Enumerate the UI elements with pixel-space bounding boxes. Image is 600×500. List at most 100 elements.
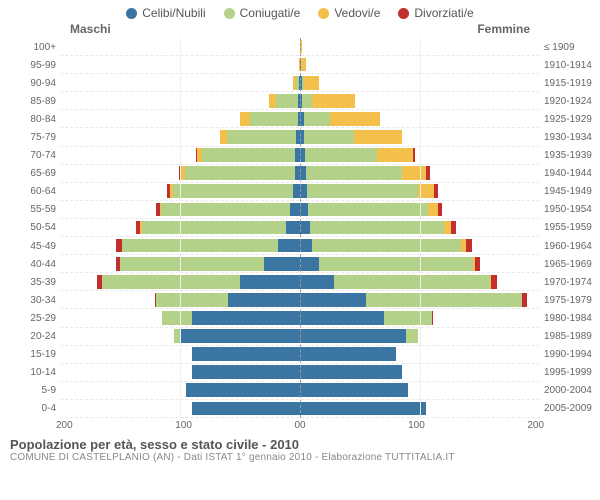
bar-male (60, 400, 300, 417)
bar-row (60, 309, 540, 327)
birth-label: 2000-2004 (544, 382, 596, 400)
bar-female (300, 110, 540, 127)
seg-ved (220, 130, 227, 144)
age-label: 95-99 (4, 56, 56, 74)
bar-female (300, 128, 540, 145)
seg-con (102, 275, 240, 289)
bar-row (60, 183, 540, 201)
seg-con (142, 221, 286, 235)
age-label: 45-49 (4, 237, 56, 255)
seg-cel (228, 293, 300, 307)
seg-con (302, 94, 312, 108)
bar-row (60, 255, 540, 273)
seg-con (384, 311, 432, 325)
footer: Popolazione per età, sesso e stato civil… (0, 431, 600, 463)
bar-male (60, 382, 300, 399)
seg-ved (444, 221, 451, 235)
seg-ved (418, 184, 435, 198)
birth-label: 1925-1929 (544, 110, 596, 128)
seg-div (522, 293, 527, 307)
birth-label: 1940-1944 (544, 165, 596, 183)
seg-con (304, 112, 330, 126)
age-label: 40-44 (4, 255, 56, 273)
bar-female (300, 201, 540, 218)
birth-label: 1995-1999 (544, 364, 596, 382)
seg-cel (300, 275, 334, 289)
bar-male (60, 273, 300, 290)
seg-ved (428, 203, 438, 217)
birth-label: 1930-1934 (544, 128, 596, 146)
x-ticks-left: 2001000 (56, 420, 300, 431)
legend-item: Celibi/Nubili (126, 6, 205, 20)
seg-con (304, 130, 354, 144)
seg-cel (300, 203, 308, 217)
seg-con (156, 293, 228, 307)
bar-female (300, 219, 540, 236)
seg-cel (286, 221, 300, 235)
bar-female (300, 273, 540, 290)
bar-row (60, 128, 540, 146)
birth-label: 1910-1914 (544, 56, 596, 74)
y-axis-right: ≤ 19091910-19141915-19191920-19241925-19… (540, 38, 596, 418)
bar-female (300, 291, 540, 308)
seg-con (250, 112, 298, 126)
legend-swatch (126, 8, 137, 19)
legend-item: Vedovi/e (318, 6, 380, 20)
bar-row (60, 38, 540, 56)
legend-item: Coniugati/e (224, 6, 301, 20)
bar-row (60, 328, 540, 346)
seg-con (173, 184, 293, 198)
bar-male (60, 201, 300, 218)
seg-cel (300, 365, 402, 379)
seg-con (276, 94, 298, 108)
bar-female (300, 92, 540, 109)
seg-cel (186, 383, 300, 397)
legend-swatch (318, 8, 329, 19)
seg-con (312, 239, 461, 253)
seg-ved (300, 40, 302, 54)
seg-cel (192, 365, 300, 379)
age-label: 20-24 (4, 328, 56, 346)
birth-label: 1985-1989 (544, 328, 596, 346)
bar-row (60, 382, 540, 400)
bar-row (60, 56, 540, 74)
seg-div (491, 275, 497, 289)
legend: Celibi/NubiliConiugati/eVedovi/eDivorzia… (0, 0, 600, 22)
x-tick: 200 (527, 420, 544, 431)
x-axis: 2001000 0100200 (0, 418, 600, 431)
bar-male (60, 92, 300, 109)
bar-male (60, 346, 300, 363)
seg-cel (300, 184, 307, 198)
seg-cel (264, 257, 300, 271)
bar-male (60, 56, 300, 73)
seg-cel (192, 402, 300, 416)
birth-label: 1980-1984 (544, 309, 596, 327)
bar-female (300, 237, 540, 254)
seg-con (162, 311, 192, 325)
seg-cel (192, 311, 300, 325)
age-label: 75-79 (4, 128, 56, 146)
age-label: 30-34 (4, 291, 56, 309)
bar-row (60, 291, 540, 309)
seg-ved (354, 130, 402, 144)
bar-row (60, 92, 540, 110)
age-label: 50-54 (4, 219, 56, 237)
seg-con (310, 221, 444, 235)
bar-male (60, 38, 300, 55)
seg-con (202, 148, 296, 162)
seg-cel (290, 203, 300, 217)
x-ticks-right: 0100200 (300, 420, 544, 431)
birth-label: 1965-1969 (544, 255, 596, 273)
x-tick: 0 (300, 420, 306, 431)
seg-cel (300, 239, 312, 253)
seg-cel (278, 239, 300, 253)
bar-female (300, 147, 540, 164)
bar-female (300, 74, 540, 91)
seg-con (161, 203, 291, 217)
birth-label: 1990-1994 (544, 346, 596, 364)
bar-female (300, 165, 540, 182)
seg-div (434, 184, 438, 198)
bar-row (60, 201, 540, 219)
seg-div (413, 148, 415, 162)
age-label: 55-59 (4, 201, 56, 219)
